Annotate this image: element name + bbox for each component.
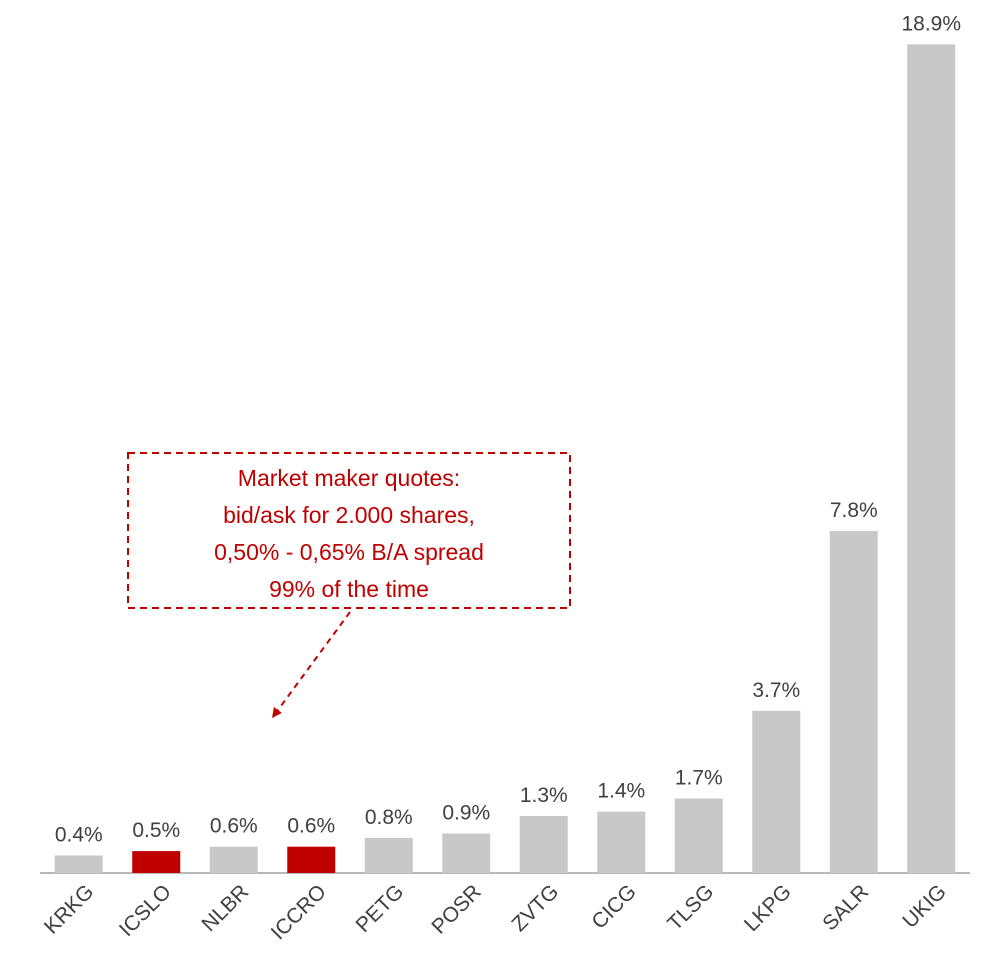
x-tick-label: POSR (427, 880, 485, 938)
value-label: 0.5% (132, 819, 180, 842)
x-tick-label: ICCRO (267, 880, 331, 944)
value-label: 0.8% (365, 806, 413, 829)
annotation-line: 99% of the time (269, 576, 429, 602)
x-tick-label: ZVTG (507, 880, 563, 936)
value-label: 1.7% (675, 766, 723, 789)
bar (287, 846, 336, 873)
annotation-line: Market maker quotes: (238, 465, 460, 491)
x-tick-label: UKIG (898, 880, 951, 933)
value-label: 18.9% (901, 12, 961, 35)
x-tick-label: LKPG (740, 880, 796, 936)
x-tick-label: PETG (352, 880, 409, 937)
bar (829, 531, 878, 873)
bar (442, 833, 491, 873)
bar (132, 851, 181, 873)
bar (674, 798, 723, 873)
bar (907, 44, 956, 873)
bar (209, 846, 258, 873)
value-label: 1.3% (520, 784, 568, 807)
bar (597, 811, 646, 873)
value-label: 7.8% (830, 499, 878, 522)
x-tick-label: NLBR (197, 880, 253, 936)
bar (752, 710, 801, 873)
value-label: 0.6% (287, 815, 335, 838)
annotation: Market maker quotes: bid/ask for 2.000 sh… (214, 465, 484, 602)
annotation-arrow (272, 611, 351, 719)
x-tick-label: CICG (587, 880, 640, 933)
value-label: 1.4% (597, 780, 645, 803)
annotation-line: 0,50% - 0,65% B/A spread (214, 539, 484, 565)
x-tick-label: TLSG (663, 880, 718, 935)
bar (519, 816, 568, 873)
value-label: 0.4% (55, 823, 103, 846)
annotation-line: bid/ask for 2.000 shares, (223, 502, 475, 528)
bar (54, 855, 103, 873)
value-label: 3.7% (752, 679, 800, 702)
x-tick-label: SALR (818, 880, 873, 935)
bar (364, 837, 413, 873)
x-tick-label: KRKG (40, 880, 98, 938)
x-tick-label: ICSLO (115, 880, 176, 941)
annotation-box (127, 452, 571, 609)
value-label: 0.9% (442, 802, 490, 825)
value-label: 0.6% (210, 815, 258, 838)
